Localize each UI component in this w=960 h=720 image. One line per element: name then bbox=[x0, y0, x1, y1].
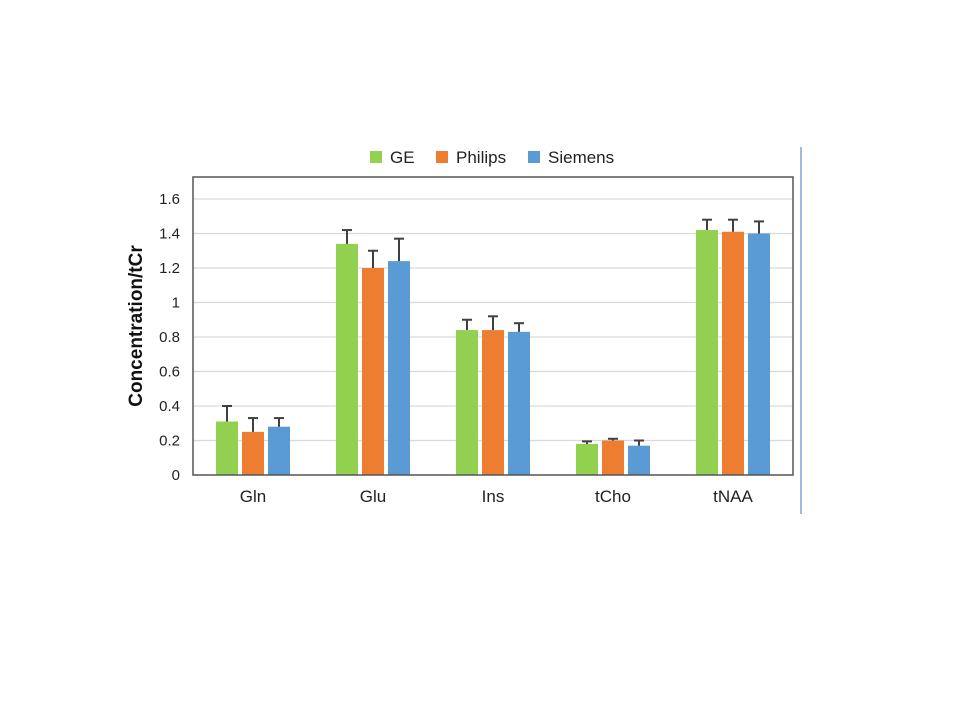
y-tick-label: 1.2 bbox=[159, 260, 180, 277]
y-tick-label: 0.6 bbox=[159, 364, 180, 381]
y-tick-label: 1.6 bbox=[159, 191, 180, 208]
legend-swatch-siemens bbox=[528, 151, 540, 163]
bar-philips-ins bbox=[482, 330, 504, 475]
bars bbox=[216, 230, 770, 475]
x-category-label: tCho bbox=[595, 487, 631, 506]
bar-philips-tnaa bbox=[722, 231, 744, 475]
legend-swatch-philips bbox=[436, 151, 448, 163]
bar-siemens-ins bbox=[508, 331, 530, 475]
bar-philips-gln bbox=[242, 431, 264, 475]
bar-ge-gln bbox=[216, 421, 238, 475]
y-axis-label: Concentration/tCr bbox=[126, 245, 147, 407]
bar-philips-glu bbox=[362, 268, 384, 475]
legend-label-siemens: Siemens bbox=[548, 148, 614, 167]
legend-label-philips: Philips bbox=[456, 148, 506, 167]
bar-ge-ins bbox=[456, 330, 478, 475]
y-tick-label: 1 bbox=[172, 295, 180, 312]
legend-label-ge: GE bbox=[390, 148, 415, 167]
legend-swatch-ge bbox=[370, 151, 382, 163]
y-tick-label: 0.2 bbox=[159, 433, 180, 450]
legend: GE Philips Siemens bbox=[370, 148, 614, 167]
bar-ge-tcho bbox=[576, 443, 598, 475]
y-tick-label: 0.4 bbox=[159, 398, 180, 415]
y-tick-label: 0.8 bbox=[159, 329, 180, 346]
error-bars bbox=[222, 218, 764, 446]
x-category-label: Glu bbox=[360, 487, 386, 506]
bar-siemens-tcho bbox=[628, 445, 650, 475]
bar-ge-tnaa bbox=[696, 230, 718, 475]
bar-philips-tcho bbox=[602, 440, 624, 475]
x-axis-labels: Gln Glu Ins tCho tNAA bbox=[240, 487, 754, 506]
x-category-label: Ins bbox=[482, 487, 505, 506]
x-category-label: tNAA bbox=[713, 487, 753, 506]
y-tick-label: 0 bbox=[172, 467, 180, 484]
y-tick-label: 1.4 bbox=[159, 226, 180, 243]
plot-frame bbox=[192, 176, 794, 476]
bar-siemens-glu bbox=[388, 261, 410, 475]
bar-ge-glu bbox=[336, 243, 358, 475]
y-axis-ticks: 0 0.2 0.4 0.6 0.8 1 1.2 1.4 1.6 bbox=[159, 191, 180, 484]
x-category-label: Gln bbox=[240, 487, 266, 506]
bar-siemens-tnaa bbox=[748, 233, 770, 475]
bar-siemens-gln bbox=[268, 426, 290, 475]
